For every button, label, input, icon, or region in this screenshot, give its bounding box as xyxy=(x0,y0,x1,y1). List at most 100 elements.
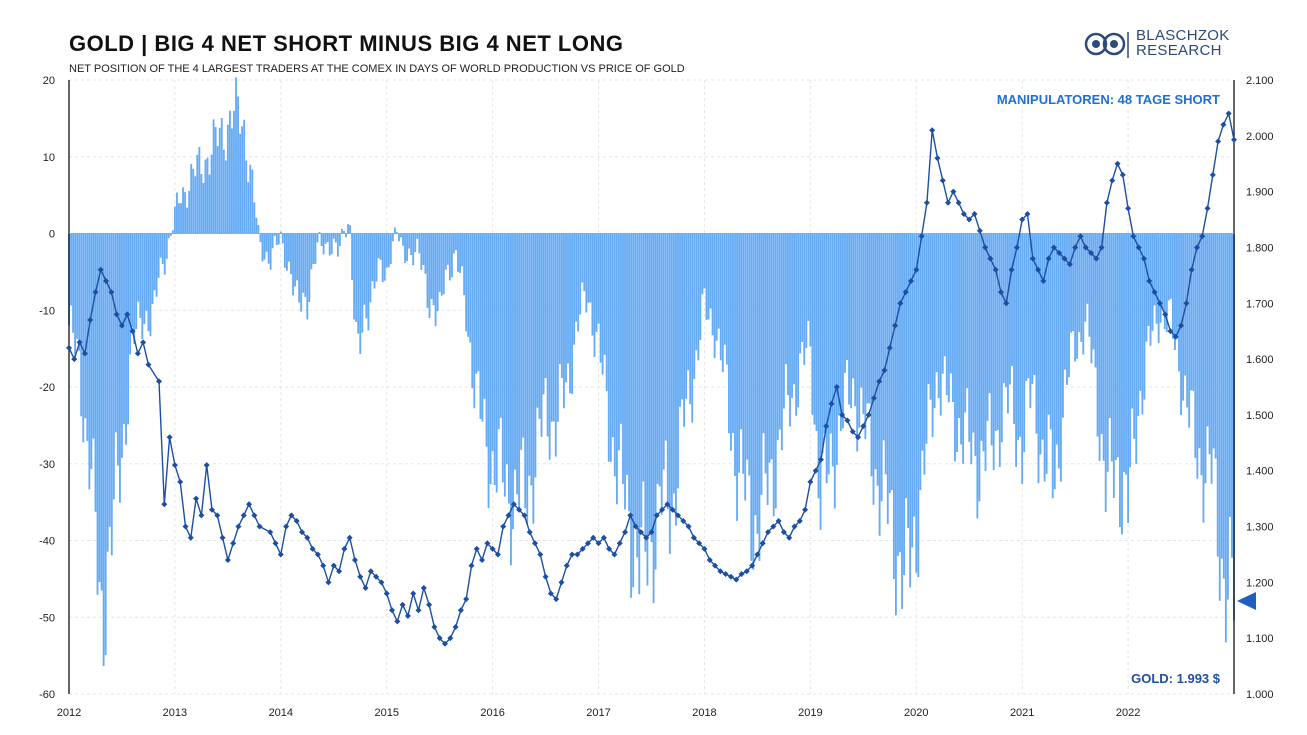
net-position-bar xyxy=(1224,233,1227,643)
gold-price-point xyxy=(717,568,724,575)
net-position-bar xyxy=(538,233,541,419)
net-position-bar xyxy=(216,145,219,234)
gold-price-point xyxy=(627,512,634,519)
y-left-tick-label: -40 xyxy=(39,536,55,548)
net-position-bar xyxy=(514,233,516,470)
net-position-bar xyxy=(1090,233,1093,364)
net-position-bar xyxy=(548,233,551,460)
net-position-bar xyxy=(1139,233,1142,391)
net-position-bar xyxy=(544,233,547,378)
chart-title: GOLD | BIG 4 NET SHORT MINUS BIG 4 NET L… xyxy=(69,31,624,56)
net-position-bar xyxy=(939,233,942,416)
net-position-bar xyxy=(717,233,720,329)
net-position-bar xyxy=(640,233,643,528)
net-position-bar xyxy=(192,168,195,234)
net-position-bar xyxy=(868,233,871,404)
net-position-bar xyxy=(622,233,624,484)
net-position-bar xyxy=(746,233,749,460)
gold-price-point xyxy=(1109,177,1116,184)
net-position-bar xyxy=(628,233,631,512)
gold-price-point xyxy=(500,523,507,530)
gold-price-point xyxy=(659,506,666,513)
net-position-bar xyxy=(137,233,140,302)
net-position-bar xyxy=(762,233,765,434)
net-position-bar xyxy=(1226,233,1229,600)
net-position-bar xyxy=(705,233,708,320)
net-position-bar xyxy=(913,233,916,517)
y-right-tick-label: 1.000 xyxy=(1246,689,1274,701)
net-position-bar xyxy=(1153,233,1156,306)
net-position-bar xyxy=(554,233,557,457)
net-position-bar xyxy=(369,233,372,303)
net-position-bar xyxy=(1041,233,1044,440)
net-position-bar xyxy=(1051,233,1054,499)
net-position-bar xyxy=(290,233,292,275)
net-position-bar xyxy=(180,203,182,234)
net-position-bar xyxy=(316,233,319,243)
net-position-bar xyxy=(1167,233,1170,301)
gold-price-point xyxy=(288,512,295,519)
net-position-bar xyxy=(100,233,103,591)
gold-price-point xyxy=(802,506,809,513)
net-position-bar xyxy=(721,233,724,373)
net-position-bar xyxy=(459,233,461,273)
net-position-bar xyxy=(613,233,616,477)
net-position-bar xyxy=(125,233,127,445)
gold-price-point xyxy=(431,624,438,631)
net-position-bar xyxy=(1206,233,1209,427)
gold-price-point xyxy=(1019,216,1026,223)
net-position-bar xyxy=(809,233,812,347)
gold-price-point xyxy=(277,551,284,558)
gold-price-point xyxy=(103,277,110,284)
net-position-bar xyxy=(116,233,119,466)
net-position-bar xyxy=(345,233,347,238)
gold-price-point xyxy=(743,568,750,575)
net-position-bar xyxy=(1163,233,1166,330)
net-position-bar xyxy=(82,233,85,443)
net-position-bar xyxy=(338,233,341,246)
net-position-bar xyxy=(563,233,565,409)
gold-price-point xyxy=(1072,244,1079,251)
net-position-bar xyxy=(954,233,956,462)
net-position-bar xyxy=(821,233,824,454)
net-position-bar xyxy=(890,233,893,491)
net-position-bar xyxy=(569,233,571,394)
net-position-bar xyxy=(341,228,343,234)
net-position-bar xyxy=(200,174,203,234)
net-position-bar xyxy=(1222,233,1225,579)
net-position-bar xyxy=(518,233,521,510)
gold-price-point xyxy=(876,378,883,385)
net-position-bar xyxy=(1218,233,1221,601)
gold-price-point xyxy=(955,199,962,206)
net-position-bar xyxy=(701,233,704,295)
net-position-bar xyxy=(1007,233,1009,414)
gold-price-point xyxy=(812,467,819,474)
net-position-bar xyxy=(962,233,965,464)
net-position-bar xyxy=(1033,233,1036,375)
net-position-bar xyxy=(925,233,928,444)
y-right-tick-label: 2.000 xyxy=(1246,131,1274,143)
net-position-bar xyxy=(532,233,535,524)
net-position-bar xyxy=(937,233,940,399)
net-position-bar xyxy=(255,217,258,234)
net-position-bar xyxy=(1023,233,1026,453)
gold-price-point xyxy=(537,551,544,558)
net-position-bar xyxy=(907,233,910,529)
net-position-bar xyxy=(432,233,435,306)
net-position-bar xyxy=(589,233,592,303)
net-position-bar xyxy=(420,233,423,271)
gold-price-point xyxy=(1204,205,1211,212)
net-position-bar xyxy=(526,233,529,524)
gold-price-point xyxy=(1024,210,1031,217)
net-position-bar xyxy=(434,233,437,327)
net-position-bar xyxy=(723,233,726,345)
gold-price-point xyxy=(907,277,914,284)
net-position-bar xyxy=(465,233,468,332)
net-position-bar xyxy=(738,233,740,473)
net-position-bar xyxy=(534,233,537,478)
net-position-bar xyxy=(611,233,614,438)
y-left-tick-label: -30 xyxy=(39,459,55,471)
gold-price-point xyxy=(267,529,274,536)
gold-price-point xyxy=(161,501,168,508)
net-position-bar xyxy=(479,233,482,419)
